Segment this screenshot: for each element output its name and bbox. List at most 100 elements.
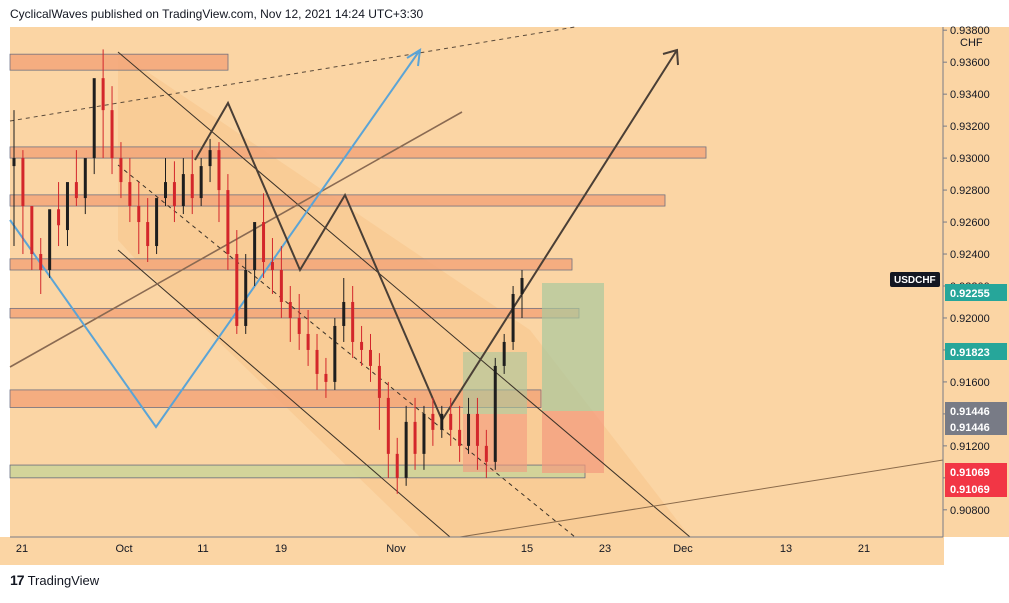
currency-label: CHF [960, 37, 983, 49]
candle-body [511, 293, 515, 342]
candle-22[interactable] [199, 158, 203, 207]
price-label-green[interactable]: 0.92255 [945, 284, 1007, 301]
candle-body [431, 413, 435, 430]
zone-4[interactable] [9, 258, 573, 271]
candle-7[interactable] [65, 182, 69, 247]
channel-upper-line[interactable] [117, 51, 691, 538]
candle-17[interactable] [155, 198, 159, 255]
price-label-red[interactable]: 0.91069 [945, 463, 1007, 480]
long-trend-line[interactable] [459, 459, 944, 538]
price-tick-label: 0.92800 [950, 185, 990, 197]
candle-50[interactable] [449, 397, 453, 446]
candle-37[interactable] [333, 317, 337, 390]
candle-8[interactable] [74, 150, 78, 207]
candle-2[interactable] [21, 150, 25, 255]
target-box[interactable] [542, 283, 604, 411]
candle-6[interactable] [57, 182, 61, 247]
zone-2[interactable] [9, 146, 707, 159]
candle-39[interactable] [351, 285, 355, 358]
price-label-red[interactable]: 0.91069 [945, 480, 1007, 497]
candle-24[interactable] [217, 142, 221, 223]
zone-3[interactable] [9, 194, 666, 207]
candle-5[interactable] [48, 209, 52, 279]
candle-40[interactable] [360, 325, 364, 366]
candle-54[interactable] [484, 429, 488, 478]
candle-13[interactable] [119, 142, 123, 199]
candle-51[interactable] [458, 405, 462, 462]
price-label-gray[interactable]: 0.91446 [945, 418, 1007, 435]
candle-31[interactable] [279, 246, 283, 318]
price-label-gray[interactable]: 0.91446 [945, 402, 1007, 419]
candle-4[interactable] [39, 238, 43, 294]
symbol-tag[interactable]: USDCHF [890, 272, 940, 287]
zone-6[interactable] [9, 389, 542, 408]
candle-18[interactable] [164, 158, 168, 207]
candle-16[interactable] [146, 198, 150, 263]
candle-42[interactable] [377, 353, 381, 430]
candle-45[interactable] [404, 405, 408, 486]
candle-body [83, 158, 87, 199]
candle-body [262, 222, 266, 263]
candle-30[interactable] [270, 238, 274, 294]
blue-projection-path[interactable] [9, 49, 421, 429]
candle-53[interactable] [475, 397, 479, 470]
rising-trend-line[interactable] [9, 111, 463, 368]
candle-23[interactable] [208, 138, 212, 183]
candle-20[interactable] [181, 158, 185, 215]
price-label-green[interactable]: 0.91823 [945, 343, 1007, 360]
candle-41[interactable] [368, 333, 372, 382]
candle-48[interactable] [431, 397, 435, 446]
candle-10[interactable] [92, 78, 96, 175]
candle-56[interactable] [502, 333, 506, 374]
time-axis[interactable]: 21 Oct 11 19 Nov 15 23 Dec 13 21 [0, 536, 1009, 565]
candle-body [413, 421, 417, 454]
candle-26[interactable] [235, 230, 239, 334]
price-label-value: 0.91446 [950, 406, 990, 418]
candle-36[interactable] [324, 357, 328, 398]
candle-11[interactable] [101, 49, 105, 159]
stop-box[interactable] [542, 411, 604, 473]
candle-55[interactable] [493, 357, 497, 470]
candle-34[interactable] [306, 309, 310, 366]
channel-lower-line[interactable] [117, 249, 451, 538]
time-tick-label: 21 [858, 543, 870, 555]
candle-28[interactable] [253, 222, 257, 286]
candle-33[interactable] [297, 293, 301, 350]
price-tick-label: 0.93000 [950, 153, 990, 165]
candle-46[interactable] [413, 397, 417, 470]
candle-12[interactable] [110, 86, 114, 175]
candle-52[interactable] [467, 397, 471, 454]
candle-35[interactable] [315, 333, 319, 390]
candles[interactable] [12, 49, 524, 494]
candle-15[interactable] [137, 182, 141, 255]
candle-58[interactable] [520, 270, 524, 318]
candle-38[interactable] [342, 278, 346, 342]
price-axis[interactable]: 0.93800 0.93600 0.93400 0.93200 0.93000 0.928… [890, 25, 1009, 565]
channel-mid-line[interactable] [117, 164, 576, 538]
drawings[interactable] [9, 26, 944, 538]
candle-14[interactable] [128, 158, 132, 223]
candle-57[interactable] [511, 285, 515, 350]
candle-47[interactable] [422, 405, 426, 470]
candle-21[interactable] [190, 150, 194, 215]
dark-projection-path[interactable] [194, 49, 678, 423]
candle-9[interactable] [83, 158, 87, 215]
candle-3[interactable] [30, 206, 34, 271]
candle-19[interactable] [172, 161, 176, 223]
candle-1[interactable] [12, 110, 16, 247]
candle-43[interactable] [386, 381, 390, 478]
candle-body [217, 150, 221, 191]
candle-32[interactable] [288, 285, 292, 342]
candle-body [21, 158, 25, 207]
candle-27[interactable] [244, 254, 248, 334]
time-tick-label: Oct [115, 543, 132, 555]
candle-25[interactable] [226, 174, 230, 271]
candle-44[interactable] [395, 437, 399, 494]
candle-29[interactable] [262, 193, 266, 279]
candle-49[interactable] [440, 405, 444, 438]
zone-1[interactable] [9, 53, 229, 71]
zone-5[interactable] [9, 307, 580, 319]
candle-body [48, 209, 52, 271]
